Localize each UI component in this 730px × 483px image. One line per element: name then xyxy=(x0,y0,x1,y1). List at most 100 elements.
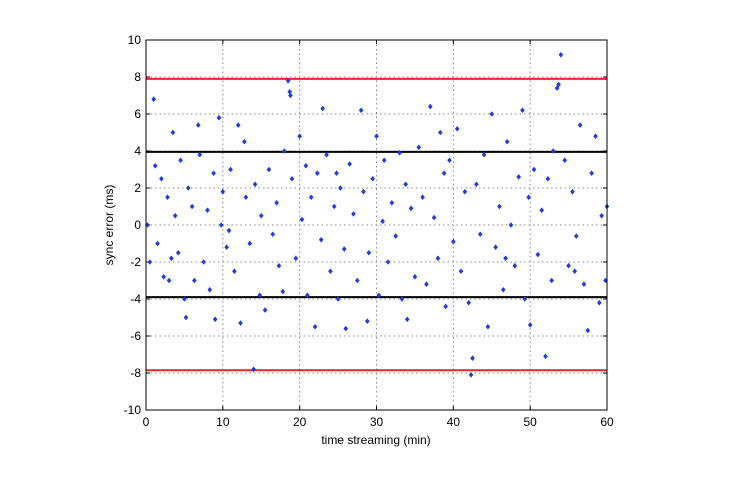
point xyxy=(201,259,206,265)
point xyxy=(192,277,197,284)
point xyxy=(293,255,299,262)
point xyxy=(226,227,232,234)
point xyxy=(374,133,379,139)
point xyxy=(581,281,587,287)
point xyxy=(481,151,487,158)
point xyxy=(527,322,533,328)
point xyxy=(258,212,264,219)
point xyxy=(285,77,291,84)
point xyxy=(331,203,337,210)
point xyxy=(308,194,314,201)
point xyxy=(235,122,241,128)
point xyxy=(315,170,320,176)
point xyxy=(531,166,537,173)
point xyxy=(508,222,514,228)
point xyxy=(403,181,408,188)
point xyxy=(257,292,263,299)
point xyxy=(500,286,506,293)
point xyxy=(155,240,160,247)
point xyxy=(324,151,329,158)
point xyxy=(435,255,441,262)
point xyxy=(570,188,575,195)
plot-frame xyxy=(145,39,608,411)
point xyxy=(545,175,551,182)
point xyxy=(412,274,418,280)
point xyxy=(242,138,247,145)
point xyxy=(152,163,158,169)
y-tick-label: -8 xyxy=(130,366,141,380)
point xyxy=(238,320,243,326)
point xyxy=(351,211,356,217)
point xyxy=(485,323,491,330)
point xyxy=(262,307,268,313)
point xyxy=(161,274,166,280)
point xyxy=(347,161,352,167)
point xyxy=(573,233,579,239)
x-tick-label: 60 xyxy=(600,415,614,429)
point xyxy=(447,157,452,164)
x-tick-label: 30 xyxy=(370,415,384,429)
point xyxy=(297,133,302,139)
point xyxy=(207,286,213,293)
point xyxy=(512,262,518,269)
point xyxy=(474,181,479,188)
point xyxy=(195,122,201,128)
point xyxy=(451,238,456,245)
point xyxy=(166,277,172,284)
point xyxy=(338,185,343,191)
point xyxy=(535,251,541,258)
point xyxy=(151,96,156,102)
point xyxy=(397,150,402,156)
point xyxy=(251,366,256,373)
point xyxy=(389,200,395,206)
point xyxy=(497,203,502,210)
point xyxy=(577,122,583,128)
point xyxy=(562,157,568,164)
point xyxy=(443,303,448,310)
point xyxy=(145,222,150,228)
point xyxy=(393,233,399,239)
point xyxy=(593,133,598,139)
point xyxy=(305,292,310,299)
point xyxy=(328,268,333,275)
point xyxy=(183,314,189,321)
point xyxy=(466,299,471,306)
y-tick-label: 0 xyxy=(134,218,141,232)
point xyxy=(170,129,176,136)
point xyxy=(175,249,181,256)
point xyxy=(354,277,360,284)
point xyxy=(477,231,483,238)
point xyxy=(599,212,604,219)
point xyxy=(420,194,425,201)
point xyxy=(585,327,591,334)
point xyxy=(441,170,447,176)
y-tick-label: 8 xyxy=(134,70,141,84)
point xyxy=(554,85,560,91)
point xyxy=(493,244,498,250)
point xyxy=(276,262,282,269)
point xyxy=(550,148,556,154)
point xyxy=(266,166,272,173)
point xyxy=(566,262,571,269)
point xyxy=(172,212,178,219)
point xyxy=(343,325,349,332)
y-tick-label: -6 xyxy=(130,329,141,343)
point xyxy=(424,281,429,287)
point xyxy=(289,175,295,182)
point xyxy=(399,296,405,302)
x-axis-label: time streaming (min) xyxy=(321,433,430,447)
point xyxy=(437,129,443,136)
point xyxy=(189,203,195,210)
point xyxy=(408,205,414,212)
x-tick-label: 40 xyxy=(447,415,461,429)
point xyxy=(597,299,602,306)
y-tick-label: 2 xyxy=(134,181,141,195)
point xyxy=(376,292,382,299)
point xyxy=(589,170,594,176)
point xyxy=(522,296,528,302)
x-tick-label: 50 xyxy=(523,415,537,429)
point xyxy=(211,170,216,176)
point xyxy=(178,157,183,164)
